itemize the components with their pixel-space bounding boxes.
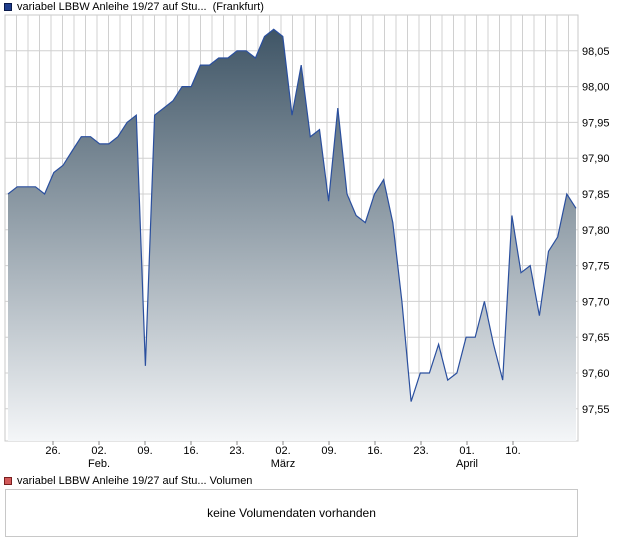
y-tick-label: 97,85 — [582, 189, 610, 201]
y-tick-label: 98,05 — [582, 46, 610, 58]
x-tick-label: 09. — [321, 445, 336, 457]
volume-color-swatch — [4, 477, 12, 485]
x-tick-label: 01. — [459, 445, 474, 457]
x-tick-label: 16. — [367, 445, 382, 457]
series-color-swatch — [4, 3, 12, 11]
y-tick-label: 97,75 — [582, 261, 610, 273]
y-tick-label: 97,95 — [582, 117, 610, 129]
y-tick-label: 97,65 — [582, 332, 610, 344]
y-tick-label: 97,55 — [582, 404, 610, 416]
y-tick-label: 97,90 — [582, 153, 610, 165]
x-month-label: April — [456, 458, 478, 470]
volume-panel: keine Volumendaten vorhanden — [5, 489, 578, 537]
price-area-fill — [8, 29, 576, 442]
legend-volume-name: variabel LBBW Anleihe 19/27 auf Stu... V… — [17, 475, 253, 487]
y-tick-label: 97,60 — [582, 368, 610, 380]
x-tick-label: 02. — [275, 445, 290, 457]
legend-series-name: variabel LBBW Anleihe 19/27 auf Stu... — [17, 1, 207, 13]
x-tick-label: 02. — [91, 445, 106, 457]
x-month-label: Feb. — [88, 458, 110, 470]
x-tick-label: 16. — [183, 445, 198, 457]
legend-exchange-name: (Frankfurt) — [212, 1, 264, 13]
y-tick-label: 97,70 — [582, 296, 610, 308]
legend-price-series: variabel LBBW Anleihe 19/27 auf Stu... (… — [4, 0, 264, 14]
x-tick-label: 09. — [137, 445, 152, 457]
y-tick-label: 97,80 — [582, 225, 610, 237]
y-tick-label: 98,00 — [582, 82, 610, 94]
price-chart: 97,55 97,60 97,65 97,70 97,75 97,80 97,85 97,90… — [4, 14, 610, 470]
legend-volume-series: variabel LBBW Anleihe 19/27 auf Stu... V… — [4, 474, 252, 488]
x-tick-label: 23. — [229, 445, 244, 457]
x-tick-label: 23. — [413, 445, 428, 457]
volume-empty-message: keine Volumendaten vorhanden — [207, 506, 376, 520]
x-tick-label: 26. — [45, 445, 60, 457]
price-line — [7, 28, 577, 402]
x-month-label: März — [271, 458, 295, 470]
x-tick-label: 10. — [505, 445, 520, 457]
